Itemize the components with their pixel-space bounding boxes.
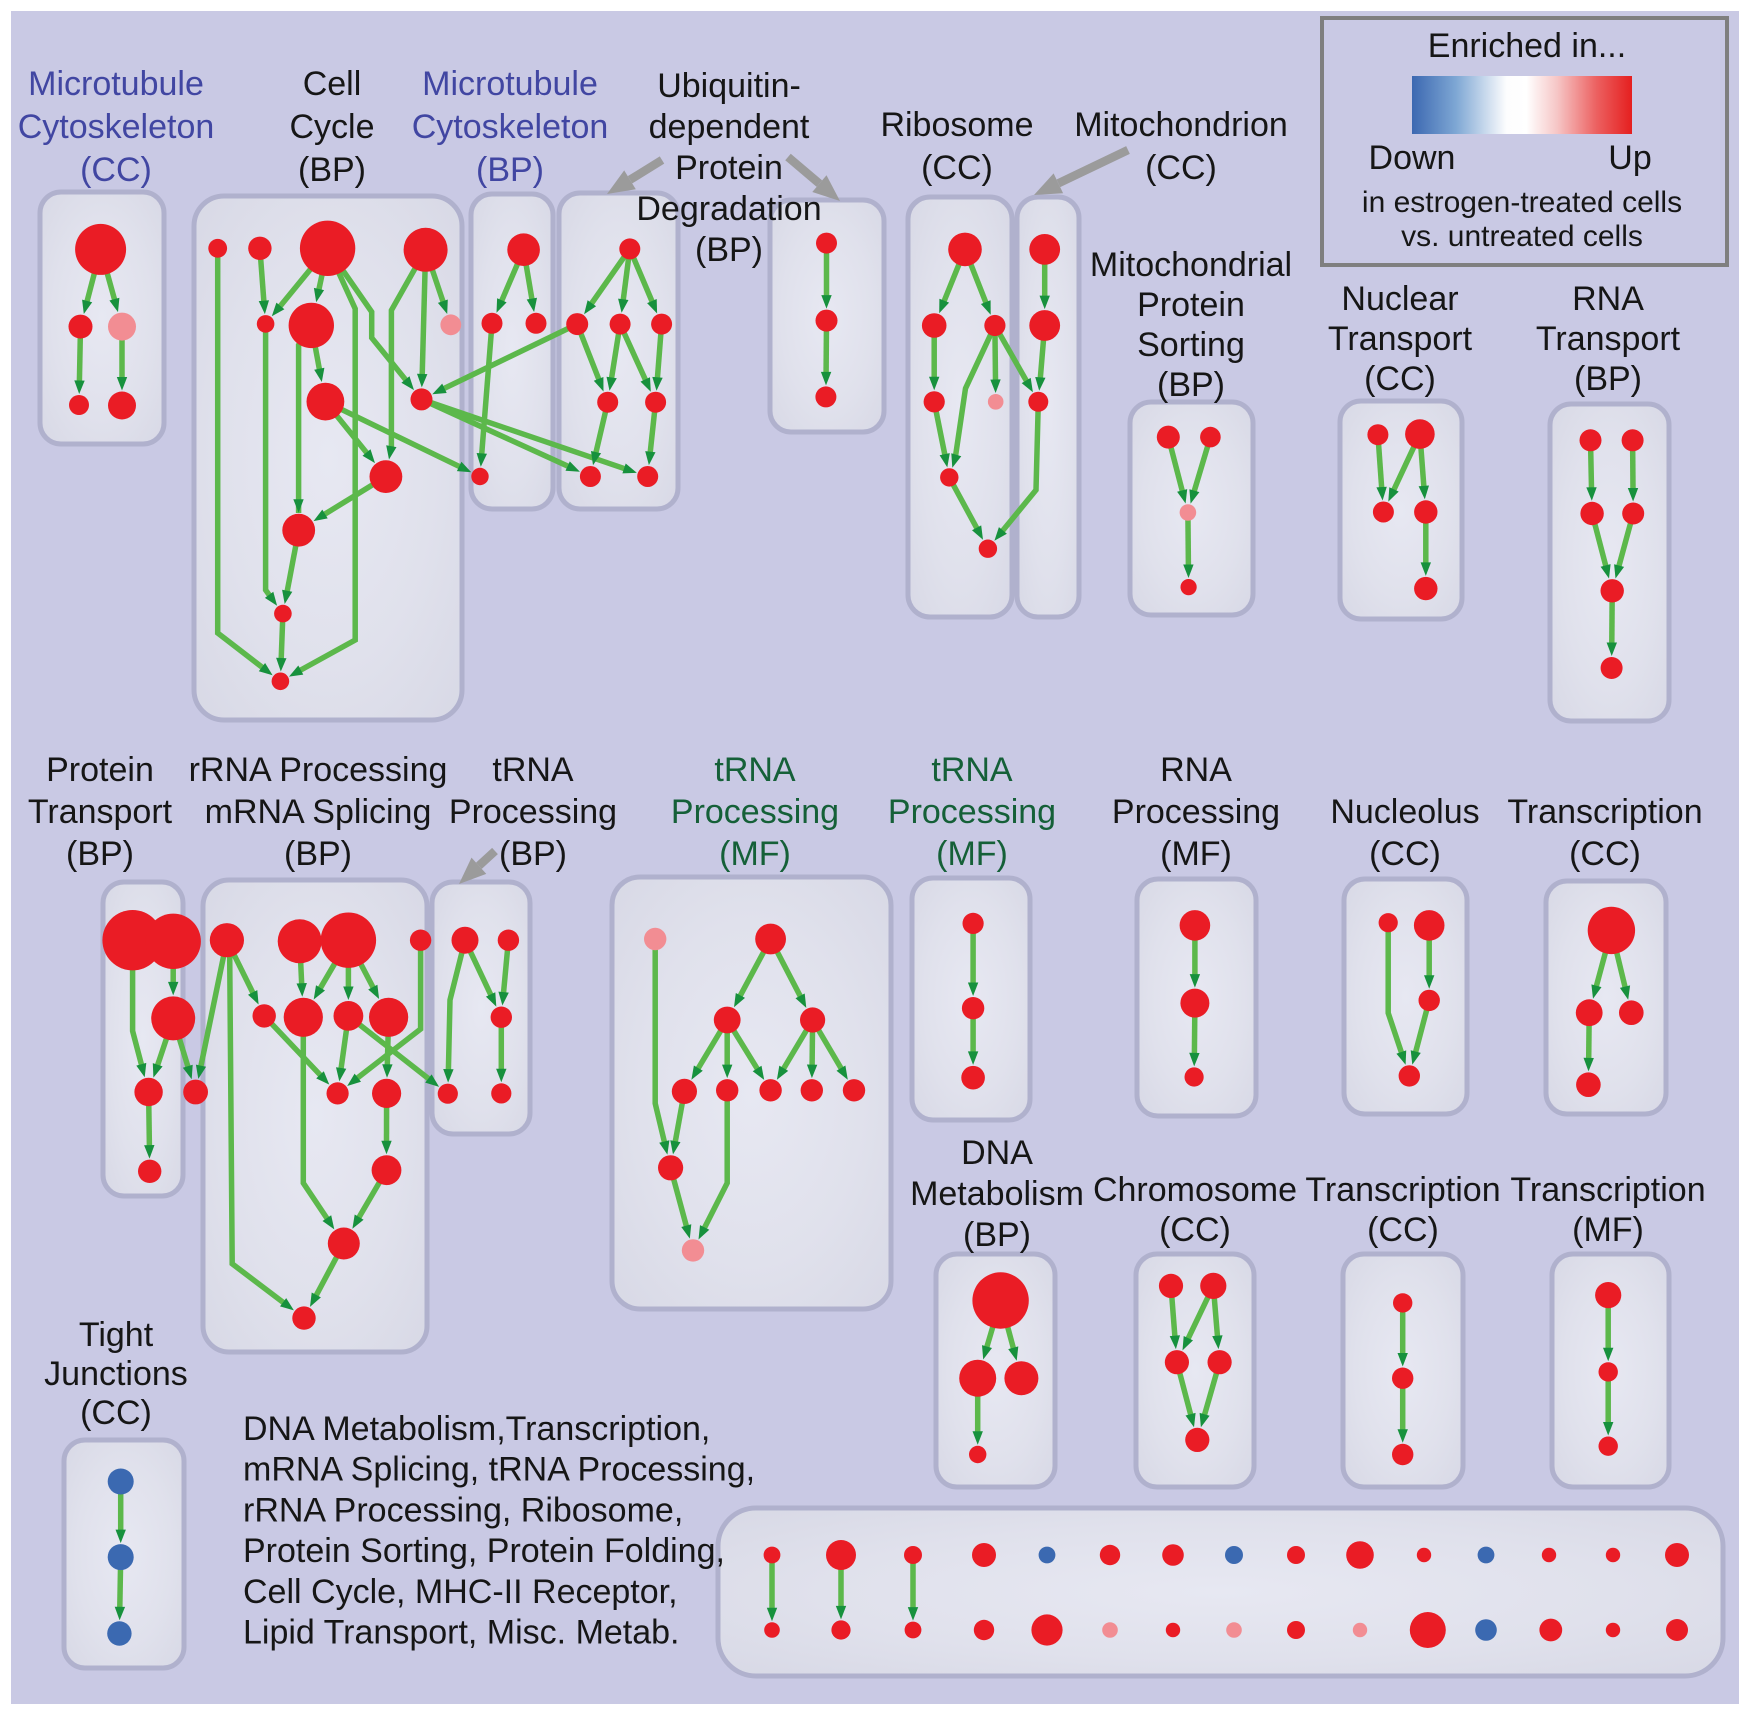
- svg-text:(BP): (BP): [284, 835, 352, 873]
- svg-text:Up: Up: [1608, 139, 1651, 177]
- svg-text:Ribosome: Ribosome: [880, 106, 1033, 144]
- svg-text:Mitochondrion: Mitochondrion: [1074, 106, 1288, 144]
- svg-text:DNA Metabolism,Transcription,: DNA Metabolism,Transcription,: [243, 1410, 710, 1448]
- svg-text:mRNA Splicing, tRNA Processing: mRNA Splicing, tRNA Processing,: [243, 1451, 755, 1489]
- svg-text:(CC): (CC): [1145, 149, 1217, 187]
- svg-text:(CC): (CC): [1367, 1211, 1439, 1249]
- svg-text:Processing: Processing: [888, 793, 1056, 831]
- svg-text:(MF): (MF): [936, 835, 1008, 873]
- svg-text:(BP): (BP): [963, 1216, 1031, 1254]
- svg-text:Metabolism: Metabolism: [910, 1175, 1084, 1213]
- svg-text:(BP): (BP): [1574, 360, 1642, 398]
- svg-text:Cytoskeleton: Cytoskeleton: [18, 108, 215, 146]
- svg-text:mRNA Splicing: mRNA Splicing: [205, 793, 432, 831]
- svg-text:Cell: Cell: [303, 65, 362, 103]
- svg-text:Protein: Protein: [46, 751, 154, 789]
- svg-text:(CC): (CC): [1159, 1211, 1231, 1249]
- svg-text:Protein: Protein: [1137, 286, 1245, 324]
- svg-text:Nucleolus: Nucleolus: [1330, 793, 1479, 831]
- svg-text:rRNA Processing, Ribosome,: rRNA Processing, Ribosome,: [243, 1491, 683, 1529]
- svg-text:Degradation: Degradation: [636, 190, 821, 228]
- svg-text:Junctions: Junctions: [44, 1355, 188, 1393]
- svg-text:(CC): (CC): [80, 1394, 152, 1432]
- svg-text:(BP): (BP): [499, 835, 567, 873]
- svg-text:Cytoskeleton: Cytoskeleton: [412, 108, 609, 146]
- svg-text:Down: Down: [1369, 139, 1456, 177]
- svg-text:(CC): (CC): [1364, 360, 1436, 398]
- svg-text:(CC): (CC): [921, 149, 993, 187]
- svg-text:Enriched in...: Enriched in...: [1428, 27, 1626, 65]
- svg-text:tRNA: tRNA: [714, 751, 796, 789]
- svg-text:tRNA: tRNA: [492, 751, 574, 789]
- svg-text:Protein Sorting, Protein Foldi: Protein Sorting, Protein Folding,: [243, 1532, 725, 1570]
- svg-text:(CC): (CC): [1369, 835, 1441, 873]
- svg-text:(CC): (CC): [80, 151, 152, 189]
- svg-text:(BP): (BP): [695, 231, 763, 269]
- svg-text:Lipid Transport, Misc. Metab.: Lipid Transport, Misc. Metab.: [243, 1613, 680, 1651]
- svg-text:Sorting: Sorting: [1137, 326, 1245, 364]
- svg-text:Microtubule: Microtubule: [422, 65, 598, 103]
- svg-text:(BP): (BP): [66, 835, 134, 873]
- svg-text:Chromosome: Chromosome: [1093, 1171, 1297, 1209]
- svg-text:(BP): (BP): [298, 151, 366, 189]
- svg-text:Nuclear: Nuclear: [1341, 280, 1458, 318]
- svg-text:(MF): (MF): [719, 835, 791, 873]
- svg-text:RNA: RNA: [1160, 751, 1232, 789]
- svg-text:Transport: Transport: [1328, 320, 1473, 358]
- svg-text:(BP): (BP): [476, 151, 544, 189]
- svg-text:vs. untreated cells: vs. untreated cells: [1401, 220, 1643, 253]
- svg-text:rRNA Processing: rRNA Processing: [189, 751, 448, 789]
- svg-text:(CC): (CC): [1569, 835, 1641, 873]
- svg-text:DNA: DNA: [961, 1134, 1033, 1172]
- svg-text:Processing: Processing: [671, 793, 839, 831]
- svg-text:(MF): (MF): [1572, 1211, 1644, 1249]
- svg-text:Transcription: Transcription: [1507, 793, 1702, 831]
- svg-text:RNA: RNA: [1572, 280, 1644, 318]
- svg-text:(BP): (BP): [1157, 366, 1225, 404]
- svg-text:Cycle: Cycle: [289, 108, 374, 146]
- svg-text:Ubiquitin-: Ubiquitin-: [657, 67, 801, 105]
- svg-text:Transport: Transport: [1536, 320, 1681, 358]
- svg-text:Tight: Tight: [79, 1316, 154, 1354]
- svg-text:Processing: Processing: [1112, 793, 1280, 831]
- svg-text:tRNA: tRNA: [931, 751, 1013, 789]
- svg-text:in estrogen-treated cells: in estrogen-treated cells: [1362, 186, 1682, 219]
- svg-text:Transcription: Transcription: [1510, 1171, 1705, 1209]
- svg-text:Processing: Processing: [449, 793, 617, 831]
- svg-text:Microtubule: Microtubule: [28, 65, 204, 103]
- svg-text:dependent: dependent: [649, 108, 810, 146]
- svg-text:Mitochondrial: Mitochondrial: [1090, 246, 1292, 284]
- svg-text:Transcription: Transcription: [1305, 1171, 1500, 1209]
- svg-text:(MF): (MF): [1160, 835, 1232, 873]
- svg-text:Transport: Transport: [28, 793, 173, 831]
- svg-text:Cell Cycle, MHC-II Receptor,: Cell Cycle, MHC-II Receptor,: [243, 1573, 678, 1611]
- svg-text:Protein: Protein: [675, 149, 783, 187]
